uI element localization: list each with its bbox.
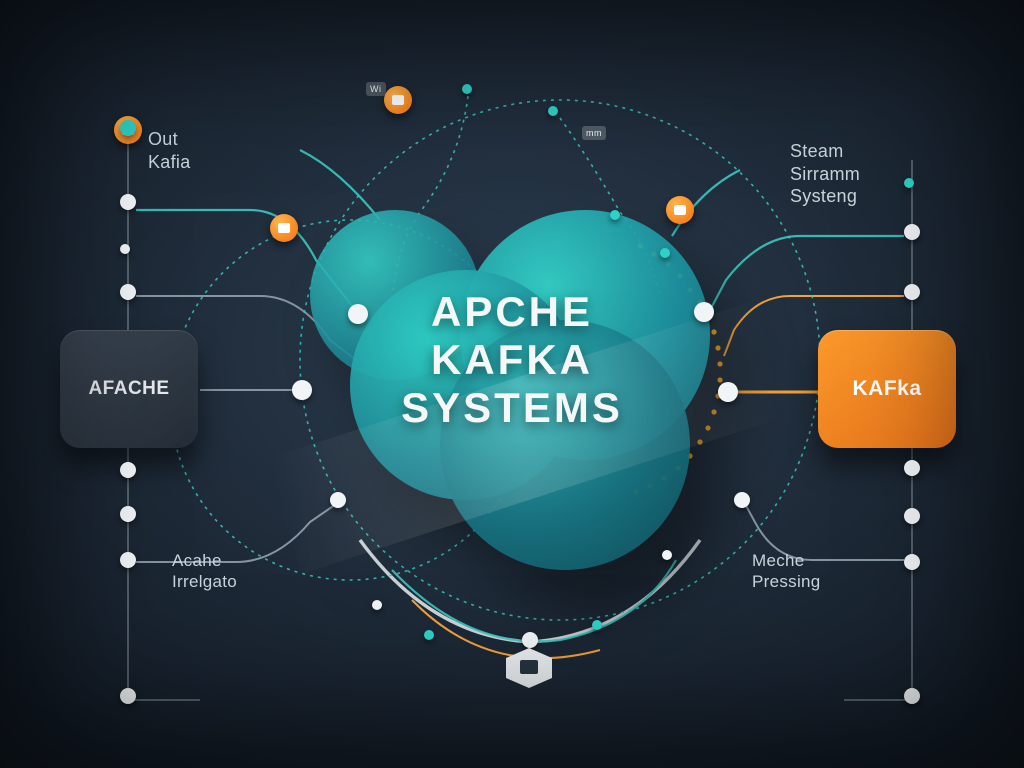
- graph-node: [718, 382, 738, 402]
- graph-node: [904, 224, 920, 240]
- graph-node: [904, 460, 920, 476]
- graph-node: [462, 84, 472, 94]
- graph-node: [424, 630, 434, 640]
- graph-node: [120, 462, 136, 478]
- label-top-right: Steam Sirramm Systeng: [790, 140, 860, 208]
- graph-node: [904, 688, 920, 704]
- tag-mm: mm: [582, 126, 606, 140]
- label-top-left: Out Kafia: [148, 128, 191, 173]
- diagram-canvas: APCHE KAFKA SYSTEMS AFACHE KAFka Out Kaf…: [0, 0, 1024, 768]
- graph-node: [904, 178, 914, 188]
- orange-badge-icon: [666, 196, 694, 224]
- box-afache: AFACHE: [60, 330, 198, 448]
- box-kafka-label: KAFka: [852, 377, 921, 400]
- label-bottom-right: Meche Pressing: [752, 550, 821, 593]
- graph-node: [904, 284, 920, 300]
- graph-node: [660, 248, 670, 258]
- graph-node: [694, 302, 714, 322]
- graph-node: [734, 492, 750, 508]
- hexagon-icon: [506, 648, 552, 688]
- graph-node: [522, 632, 538, 648]
- graph-node: [904, 508, 920, 524]
- graph-node: [548, 106, 558, 116]
- graph-node: [610, 210, 620, 220]
- tag-wi: Wi: [366, 82, 386, 96]
- graph-node: [372, 600, 382, 610]
- graph-node: [330, 492, 346, 508]
- graph-node: [120, 120, 136, 136]
- graph-node: [292, 380, 312, 400]
- graph-node: [348, 304, 368, 324]
- orange-badge-icon: [270, 214, 298, 242]
- graph-node: [120, 284, 136, 300]
- graph-node: [120, 688, 136, 704]
- label-bottom-left: Acahe Irrelgato: [172, 550, 237, 593]
- graph-node: [120, 506, 136, 522]
- graph-node: [592, 620, 602, 630]
- center-title: APCHE KAFKA SYSTEMS: [401, 288, 623, 432]
- graph-node: [904, 554, 920, 570]
- orange-badge-icon: [384, 86, 412, 114]
- box-afache-label: AFACHE: [88, 378, 169, 400]
- box-kafka: KAFka: [818, 330, 956, 448]
- graph-node: [662, 550, 672, 560]
- graph-node: [120, 552, 136, 568]
- graph-node: [120, 244, 130, 254]
- graph-node: [120, 194, 136, 210]
